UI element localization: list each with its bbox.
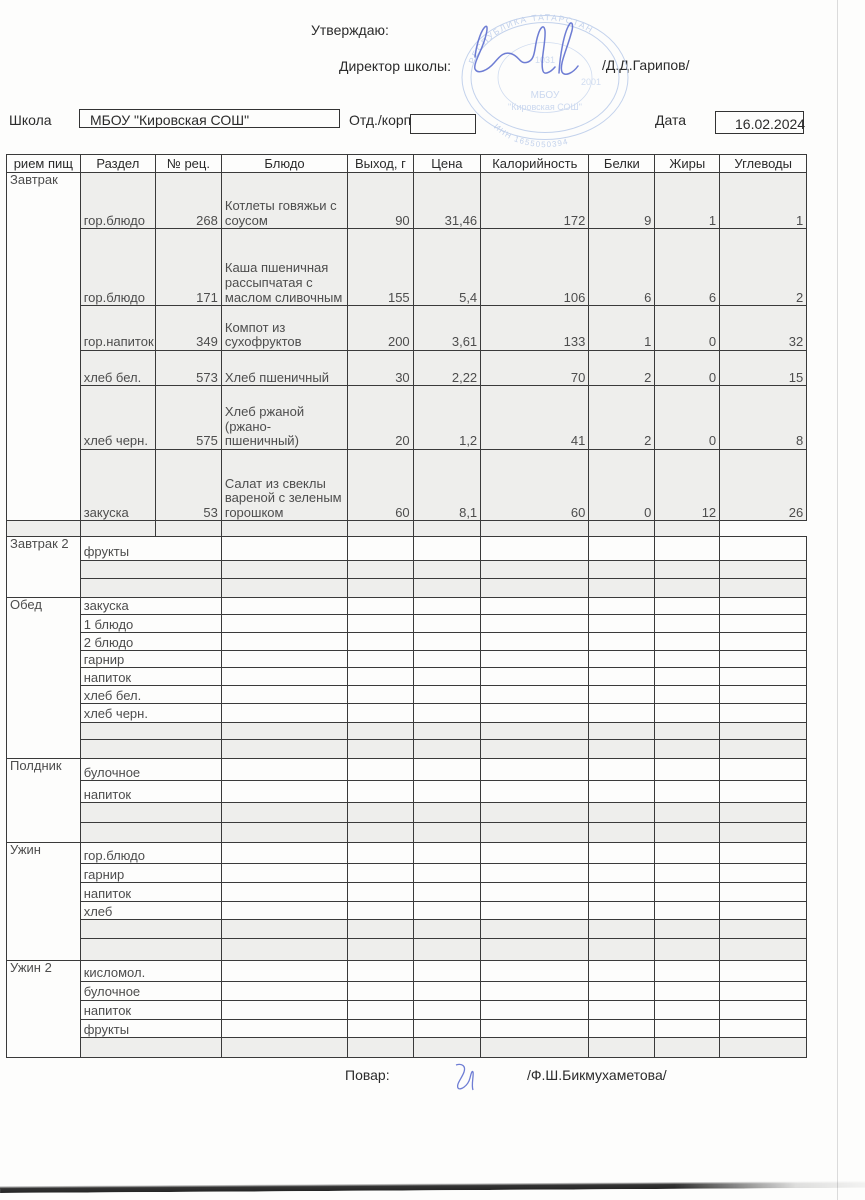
svg-text:"Кировская СОШ": "Кировская СОШ" xyxy=(508,102,582,112)
svg-text:ИНН 1655050394: ИНН 1655050394 xyxy=(492,122,570,149)
